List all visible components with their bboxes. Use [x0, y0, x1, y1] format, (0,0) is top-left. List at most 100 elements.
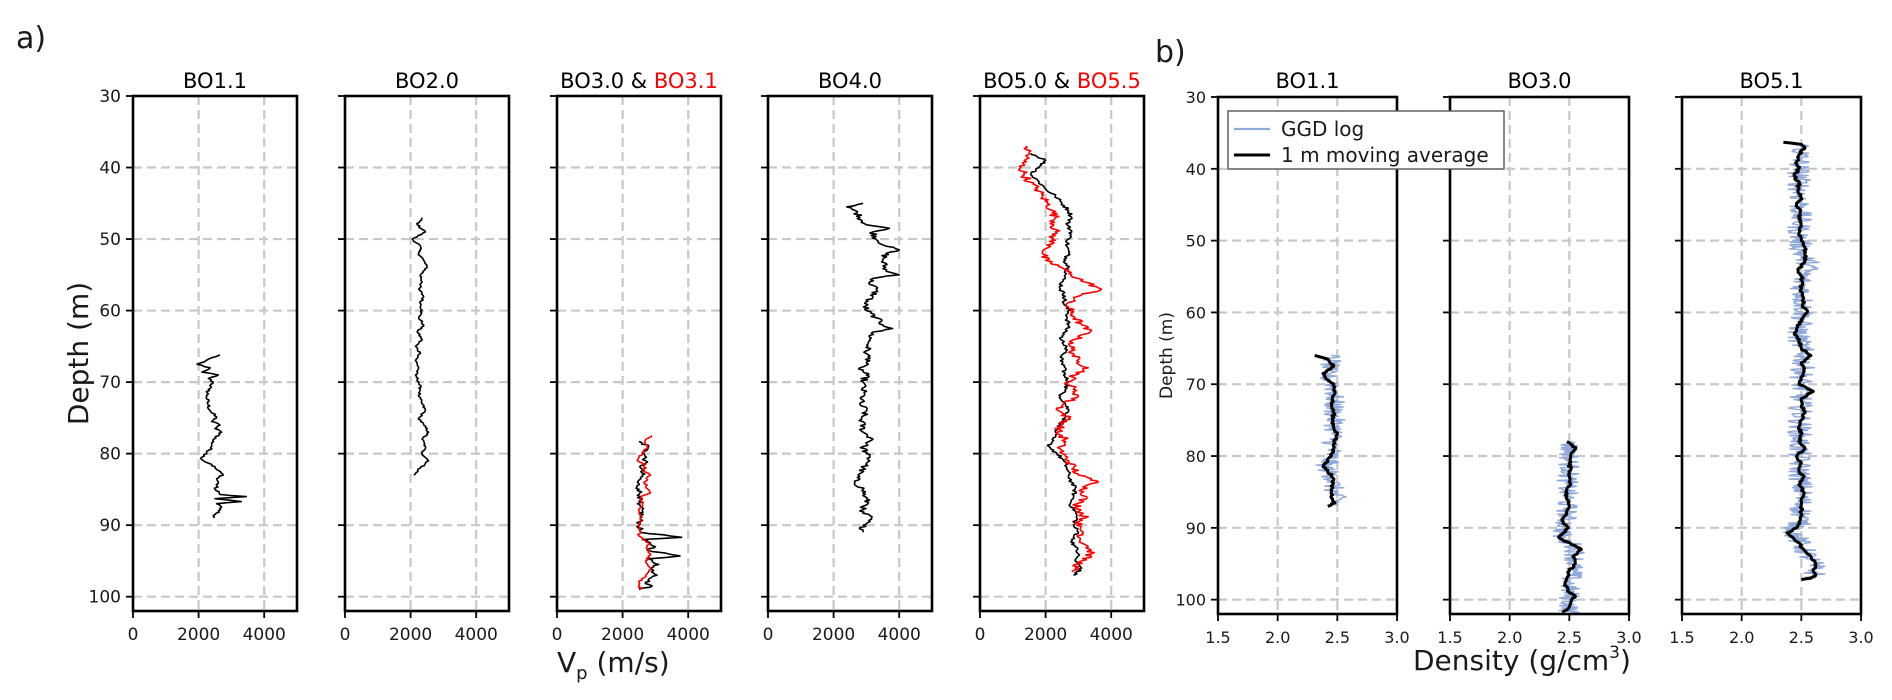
velocity-panel-group: 30 40 50 60 70 80 90 100 0 2000 4000 BO1.1 0 2000 4000…: [62, 69, 1146, 684]
subplot-title-part: BO1.1: [1276, 69, 1340, 93]
x-tick-label: 2.5: [1325, 628, 1350, 647]
y-tick-label: 80: [99, 445, 121, 465]
axes-frame: [1680, 95, 1863, 616]
axes-frame: [1448, 95, 1631, 616]
x-tick-label: 0: [128, 625, 139, 645]
y-tick-label: 80: [1186, 447, 1206, 466]
x-tick-label: 3.0: [1384, 628, 1409, 647]
x-axis-label-sup: 3: [1609, 643, 1620, 663]
x-axis-label-main: Density (g/cm: [1413, 644, 1609, 677]
y-tick-label: 70: [99, 373, 121, 393]
x-tick-label: 0: [975, 625, 986, 645]
panel-b-label: b): [1155, 35, 1186, 70]
x-axis-label-unit: (m/s): [588, 646, 670, 679]
subplot-title-part: BO5.0 &: [983, 69, 1077, 93]
legend-label: 1 m moving average: [1281, 143, 1489, 167]
subplot-title-part: BO5.5: [1077, 69, 1141, 93]
y-tick-label: 100: [1175, 591, 1206, 610]
panel-a-label: a): [16, 21, 46, 56]
x-tick-label: 4000: [1090, 625, 1133, 645]
series-line-1-m-moving-average: [1557, 440, 1583, 613]
axes-frame: [555, 94, 723, 613]
x-tick-label: 4000: [878, 625, 921, 645]
subplot-title: BO1.1: [183, 69, 247, 93]
y-axis-label: Depth (m): [62, 282, 95, 425]
x-axis-label-main: V: [557, 646, 576, 679]
series-line-bo4-0: [845, 202, 900, 533]
y-tick-label: 30: [99, 87, 121, 107]
x-tick-label: 3.0: [1616, 628, 1641, 647]
subplot-1: 1.5 2.0 2.5 3.0 BO3.0: [1437, 69, 1641, 647]
subplot-title-part: BO3.1: [654, 69, 718, 93]
x-tick-label: 1.5: [1437, 628, 1462, 647]
x-tick-label: 2000: [177, 625, 220, 645]
density-panel-group: 30 40 50 60 70 80 90 100 1.5 2.0 2.5 3.0 BO1.1 1.5 2.0…: [1157, 69, 1874, 677]
x-axis-label: Density (g/cm3): [1413, 643, 1631, 677]
legend-label: GGD log: [1281, 117, 1364, 141]
subplot-0: 30 40 50 60 70 80 90 100 1.5 2.0 2.5 3.0 BO1.1: [1175, 69, 1409, 647]
series-line-bo2-0: [411, 217, 430, 476]
series-line-bo5-0: [1030, 152, 1083, 576]
y-tick-label: 30: [1186, 88, 1206, 107]
y-tick-label: 50: [1186, 232, 1206, 251]
x-tick-label: 2000: [812, 625, 855, 645]
x-axis-label: Vp (m/s): [557, 646, 670, 684]
subplot-title-part: BO1.1: [183, 69, 247, 93]
subplot-2: 1.5 2.0 2.5 3.0 BO5.1: [1669, 69, 1873, 647]
x-tick-label: 4000: [667, 625, 710, 645]
x-tick-label: 2.5: [1557, 628, 1582, 647]
x-tick-label: 2000: [1024, 625, 1067, 645]
subplot-3: 0 2000 4000 BO4.0: [761, 69, 934, 645]
subplot-title: BO3.0: [1508, 69, 1572, 93]
y-tick-label: 40: [99, 159, 121, 179]
y-tick-label: 70: [1186, 375, 1206, 394]
x-tick-label: 1.5: [1205, 628, 1230, 647]
axes-frame: [978, 94, 1146, 613]
subplot-0: 30 40 50 60 70 80 90 100 0 2000 4000 BO1.1: [89, 69, 299, 645]
subplot-title: BO1.1: [1276, 69, 1340, 93]
x-tick-label: 2.0: [1729, 628, 1754, 647]
subplot-title: BO5.1: [1740, 69, 1804, 93]
x-tick-label: 2.0: [1497, 628, 1522, 647]
series-line-bo5-1: [1017, 145, 1103, 573]
series-line-bo1-1: [196, 354, 247, 519]
subplot-title: BO2.0: [395, 69, 459, 93]
x-tick-label: 2.0: [1265, 628, 1290, 647]
series-line-bo3-0: [635, 440, 683, 591]
x-tick-label: 4000: [455, 625, 498, 645]
subplot-title-part: BO4.0: [818, 69, 882, 93]
axes-frame: [766, 94, 934, 613]
subplot-title-part: BO3.0 &: [560, 69, 654, 93]
x-tick-label: 0: [763, 625, 774, 645]
subplot-title: BO3.0 & BO3.1: [560, 69, 718, 93]
subplot-title: BO4.0: [818, 69, 882, 93]
y-tick-label: 90: [99, 516, 121, 536]
series-line-1-m-moving-average: [1783, 140, 1818, 581]
y-tick-label: 90: [1186, 519, 1206, 538]
axes-frame: [1216, 95, 1399, 616]
legend-box: [1227, 110, 1505, 170]
subplot-title-part: BO3.0: [1508, 69, 1572, 93]
axes-frame: [343, 94, 511, 613]
subplot-title: BO5.0 & BO5.5: [983, 69, 1141, 93]
y-tick-label: 50: [99, 230, 121, 250]
x-axis-label-end: ): [1620, 644, 1631, 677]
subplot-2: 0 2000 4000 BO3.0 & BO3.1: [550, 69, 723, 645]
x-tick-label: 2000: [601, 625, 644, 645]
y-tick-label: 100: [89, 588, 121, 608]
subplot-title-part: BO5.1: [1740, 69, 1804, 93]
x-tick-label: 0: [552, 625, 563, 645]
axes-frame: [131, 94, 299, 613]
x-tick-label: 4000: [243, 625, 286, 645]
x-tick-label: 3.0: [1848, 628, 1873, 647]
x-tick-label: 1.5: [1669, 628, 1694, 647]
x-tick-label: 2000: [389, 625, 432, 645]
y-axis-label: Depth (m): [1157, 312, 1177, 399]
x-tick-label: 0: [340, 625, 351, 645]
series-line-ggd-log: [1315, 354, 1347, 507]
y-tick-label: 40: [1186, 160, 1206, 179]
x-axis-label-sub: p: [576, 663, 587, 684]
series-line-1-m-moving-average: [1314, 354, 1339, 508]
